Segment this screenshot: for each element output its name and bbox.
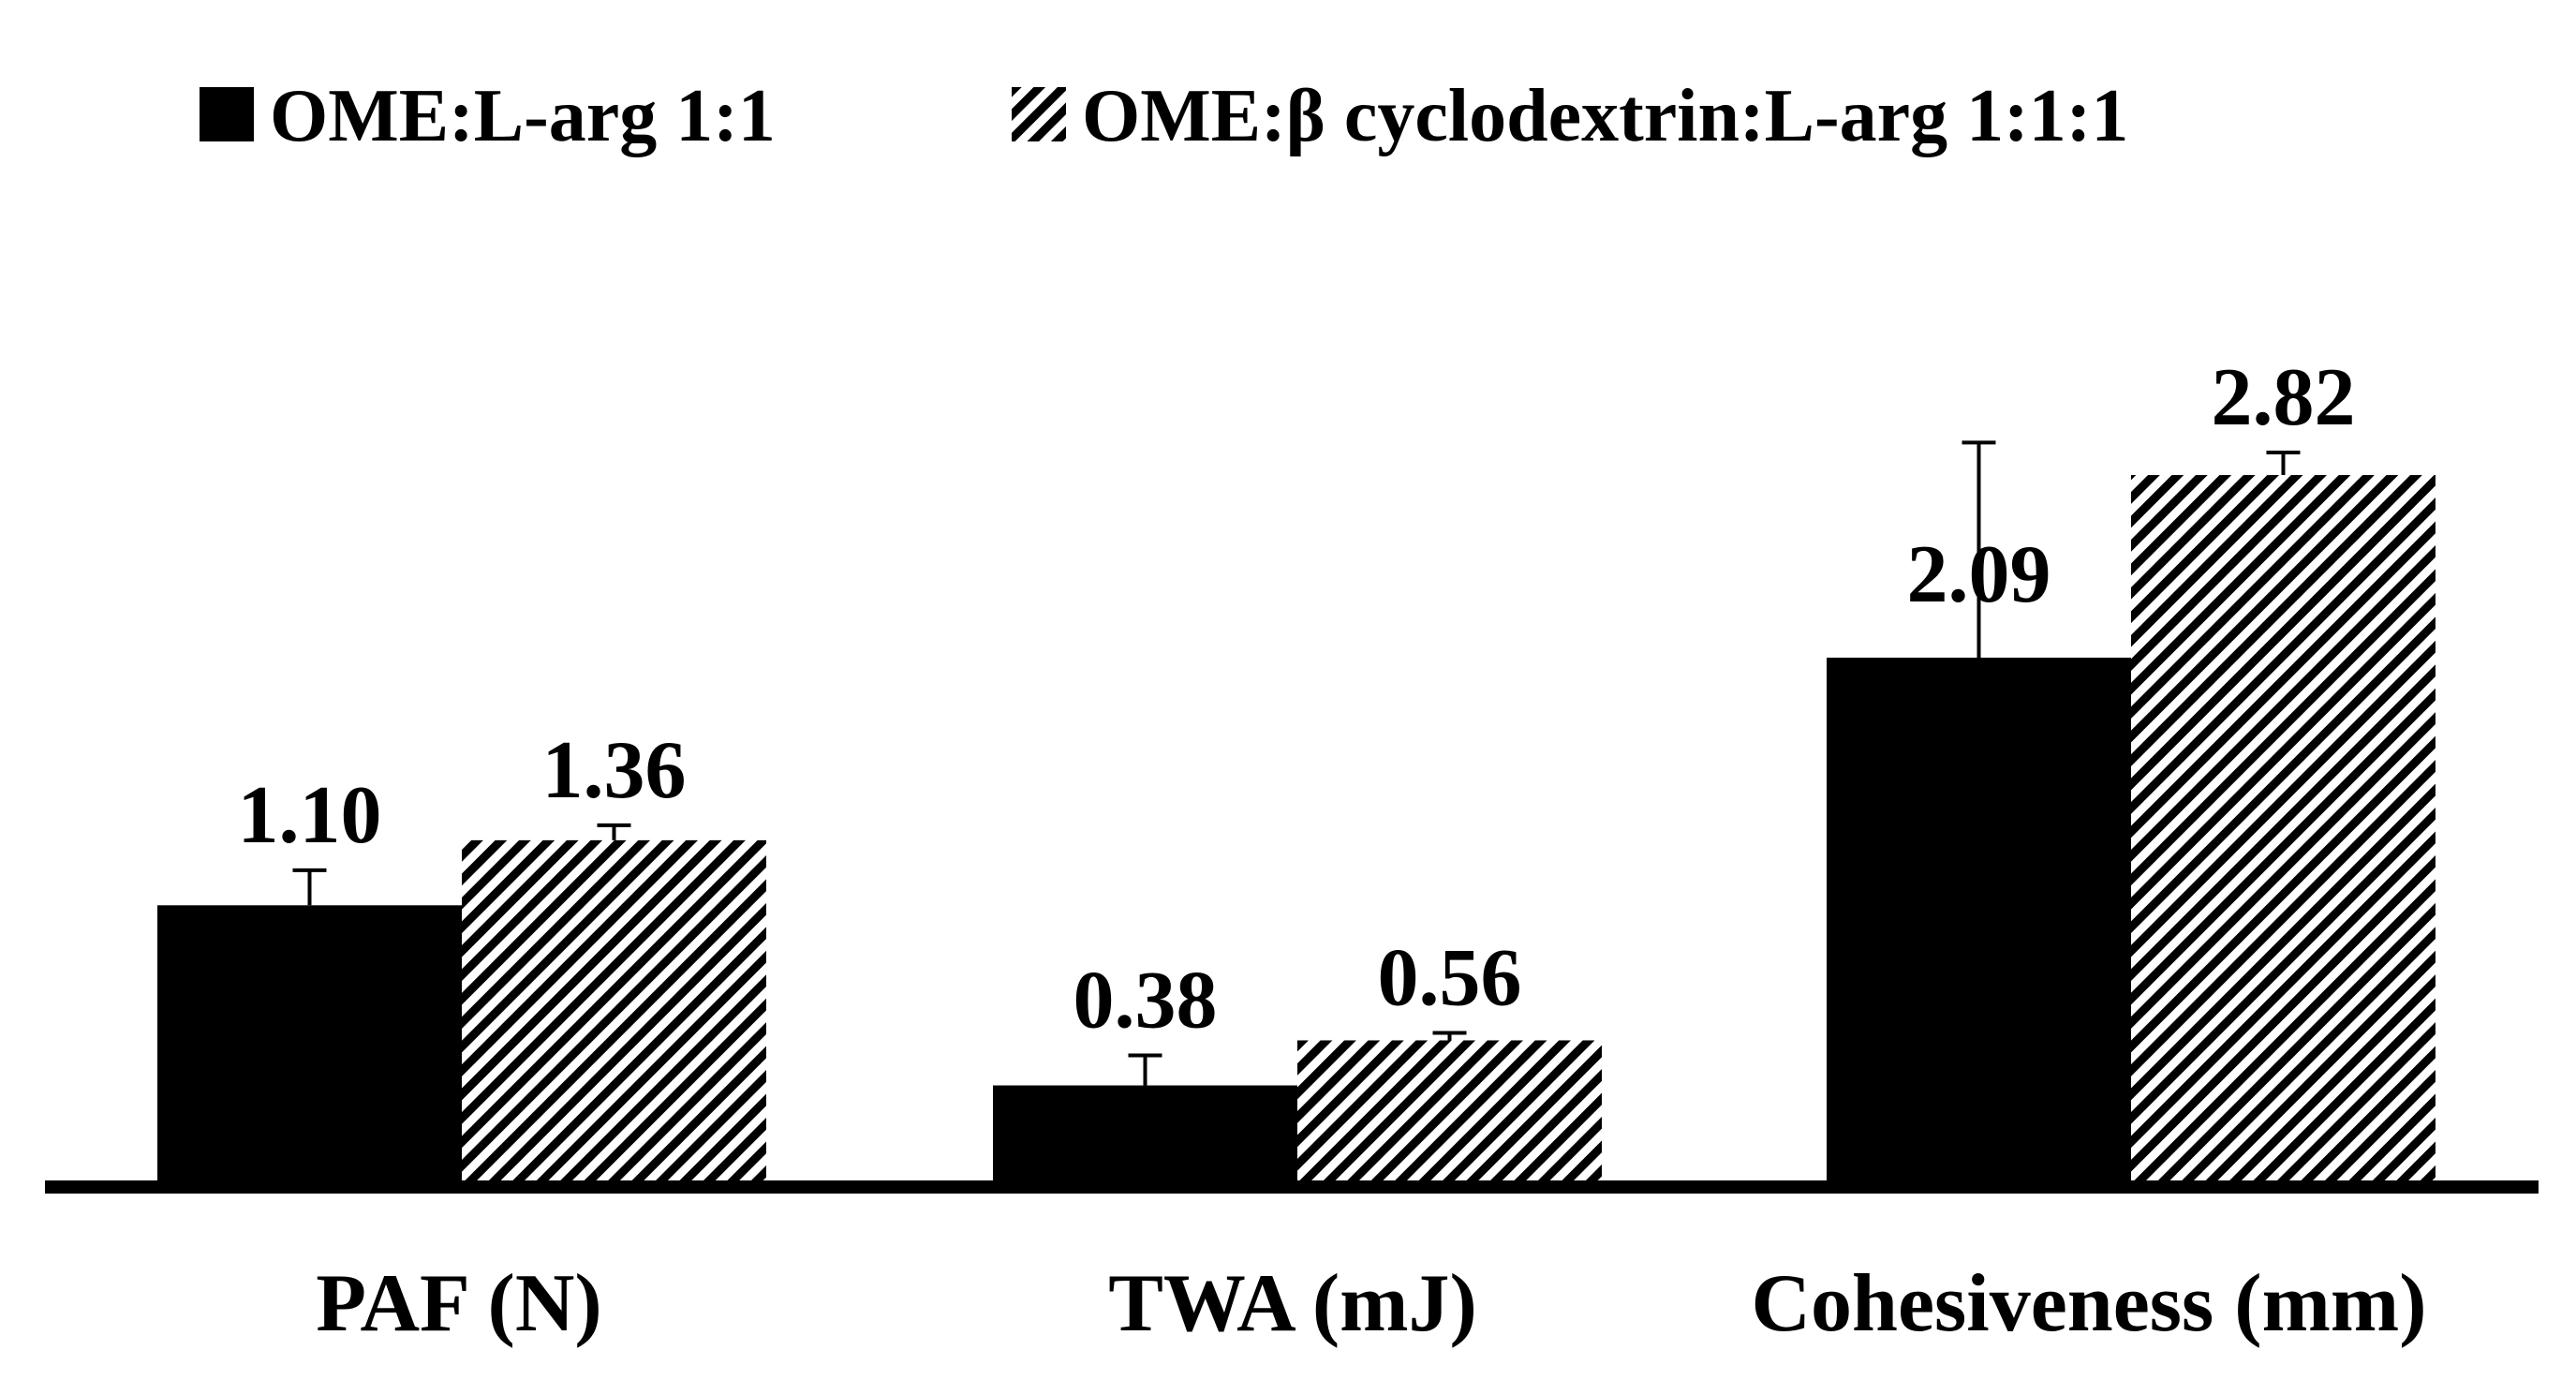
- value-label-cohesiveness-series-2: 2.82: [2212, 352, 2356, 443]
- error-bar-twa-series-2: [1432, 1031, 1467, 1041]
- value-label-paf-series-2: 1.36: [542, 725, 687, 816]
- legend-swatch-series-1: [200, 87, 254, 141]
- bar-paf-series-2: [462, 839, 766, 1180]
- plot-area: 1.10 0.38 2.09 1.36 0.56 2.82: [157, 352, 2435, 1180]
- error-bar-paf-series-2: [597, 823, 631, 840]
- bar-cohesiveness-series-2: [2131, 475, 2435, 1180]
- legend: OME:L-arg 1:1 OME:β cyclodextrin:L-arg 1…: [200, 75, 2128, 157]
- bar-twa-series-1: [993, 1085, 1297, 1180]
- error-bar-cohesiveness-series-2: [2266, 451, 2301, 476]
- legend-label-series-2: OME:β cyclodextrin:L-arg 1:1:1: [1082, 75, 2128, 157]
- error-bar-cohesiveness-series-1: [1962, 440, 1996, 658]
- error-bar-twa-series-1: [1128, 1053, 1162, 1086]
- category-label-paf: PAF (N): [316, 1258, 601, 1349]
- category-label-twa: TWA (mJ): [1108, 1258, 1477, 1349]
- legend-swatch-series-2: [1012, 87, 1066, 141]
- bar-cohesiveness-series-1: [1827, 657, 2131, 1180]
- x-axis-labels: PAF (N) TWA (mJ) Cohesiveness (mm): [316, 1258, 2426, 1349]
- value-label-twa-series-1: 0.38: [1073, 956, 1218, 1046]
- value-label-cohesiveness-series-1: 2.09: [1907, 529, 2051, 620]
- value-label-paf-series-1: 1.10: [238, 770, 382, 861]
- category-label-cohesiveness: Cohesiveness (mm): [1751, 1258, 2426, 1349]
- bar-twa-series-2: [1297, 1040, 1602, 1180]
- legend-label-series-1: OME:L-arg 1:1: [270, 75, 776, 157]
- value-label-twa-series-2: 0.56: [1378, 932, 1522, 1023]
- error-bar-paf-series-1: [292, 868, 327, 906]
- bar-paf-series-1: [157, 905, 462, 1180]
